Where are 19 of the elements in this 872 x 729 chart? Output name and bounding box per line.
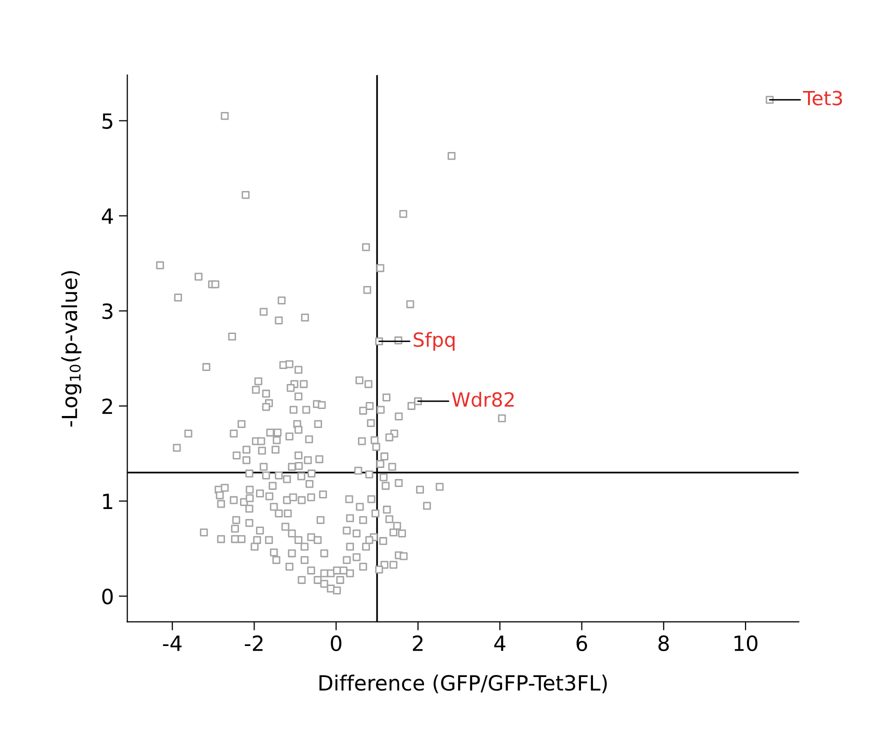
y-tick-label: 5 (102, 113, 112, 129)
annotation: Wdr82 (452, 392, 514, 407)
x-tick-label: -2 (244, 635, 263, 651)
x-tick-label: 0 (330, 635, 342, 652)
y-axis-title: -Log$_{10}$(p-value) (61, 271, 82, 427)
x-tick-label: 4 (494, 636, 506, 651)
y-tick-label: 0 (102, 588, 113, 604)
y-tick-label: 4 (102, 208, 113, 224)
y-tick-label: 1 (103, 494, 112, 509)
y-tick-label: 2 (102, 398, 112, 414)
x-tick-label: 2 (412, 635, 423, 651)
annotation: Sfpq (414, 332, 455, 351)
x-tick-label: -4 (162, 636, 182, 651)
y-tick-label: 3 (102, 303, 112, 320)
x-tick-label: 10 (734, 635, 758, 652)
x-axis-title: Difference (GFP/GFP-Tet3FL) (320, 674, 607, 694)
x-tick-label: 6 (576, 635, 588, 652)
annotation: Tet3 (802, 90, 842, 106)
x-tick-label: 8 (658, 635, 669, 652)
